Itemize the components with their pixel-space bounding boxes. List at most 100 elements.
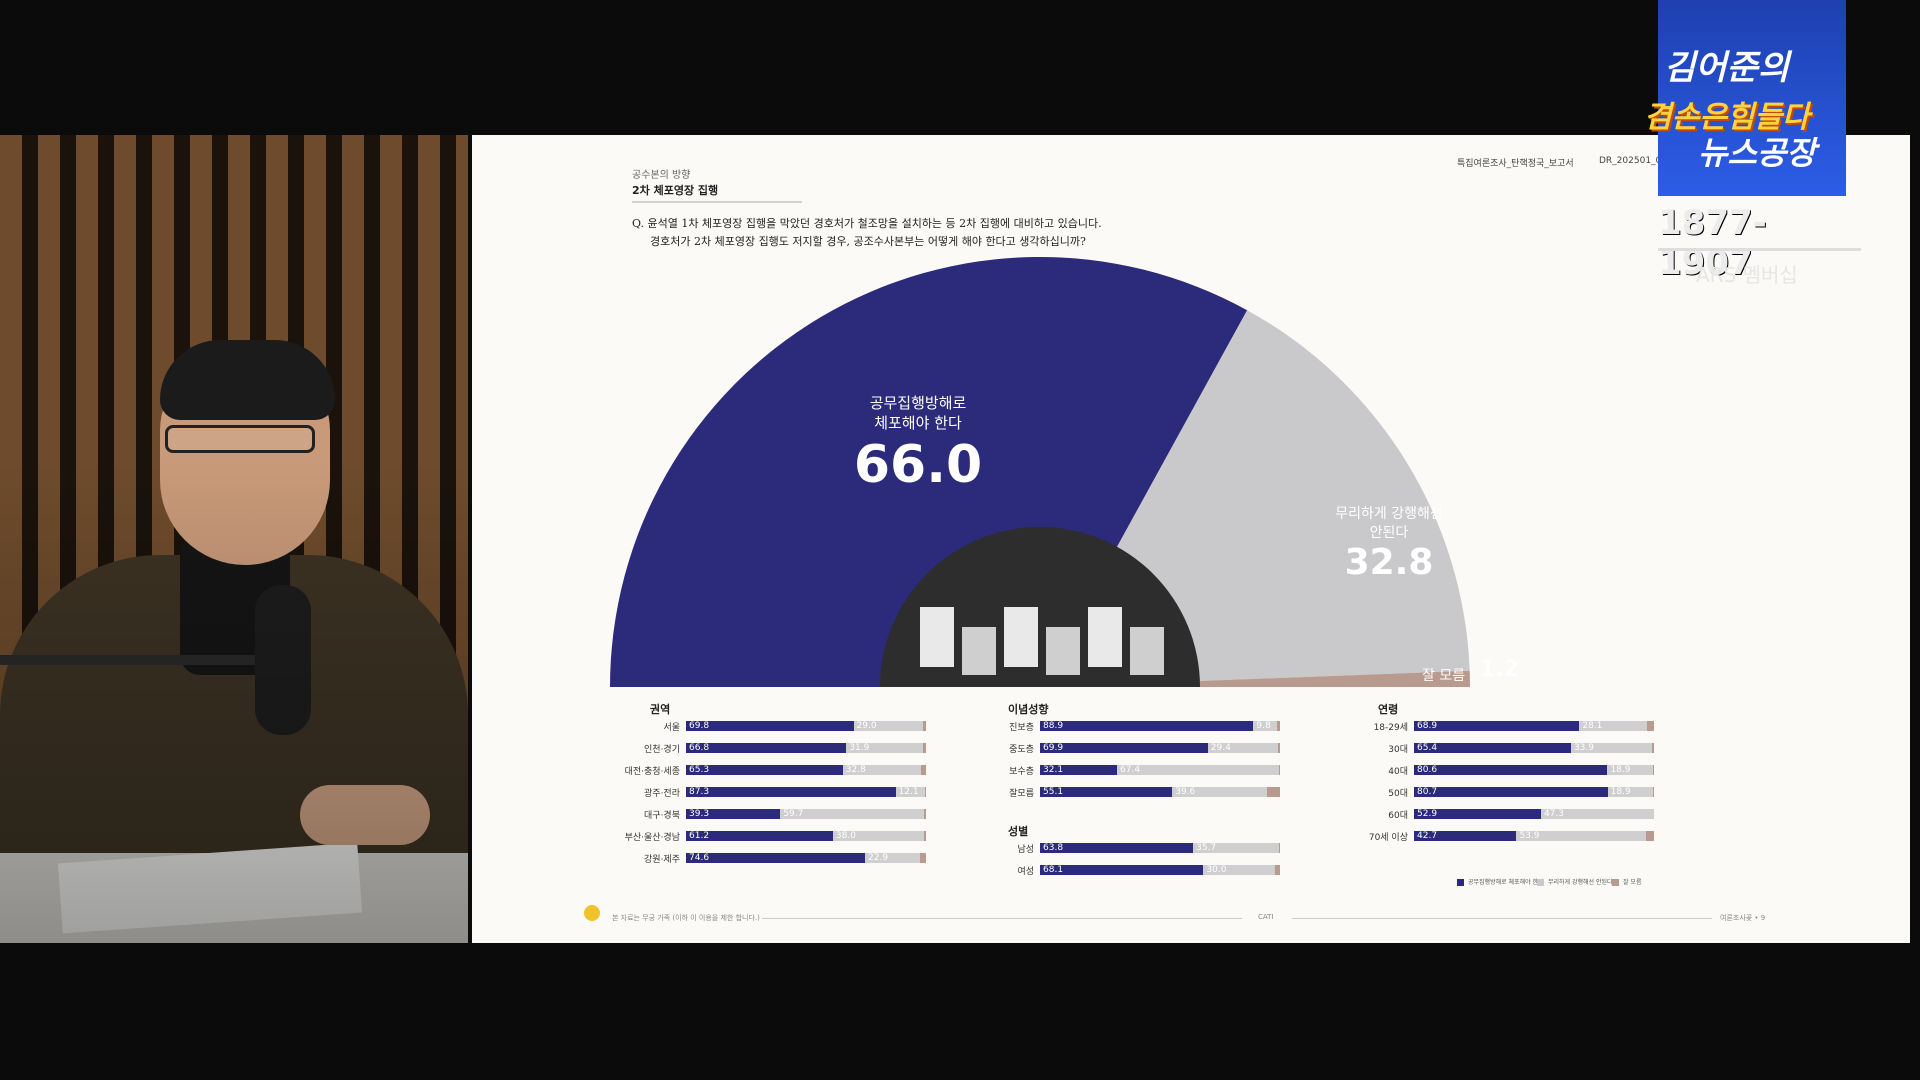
legend-text-unknown: 잘 모름 xyxy=(1623,879,1642,886)
bar-segment-arrest xyxy=(1040,865,1204,875)
bar-value-no-force: 33.9 xyxy=(1573,743,1594,753)
bar-value-no-force: 28.1 xyxy=(1582,721,1603,731)
legend-item-no-force: 무리하게 강행해선 안된다 xyxy=(1537,877,1613,886)
legend-swatch-navy xyxy=(1457,879,1464,886)
bar-track: 42.7 53.9 xyxy=(1414,831,1654,841)
years-rule xyxy=(1658,248,1861,251)
bar-segment-unknown xyxy=(921,765,926,775)
legend-text-no-force: 무리하게 강행해선 안된다 xyxy=(1548,879,1613,886)
bar-segment-arrest xyxy=(686,831,833,841)
bar-category-label: 대구·경북 xyxy=(644,811,680,821)
bar-category-label: 진보층 xyxy=(1009,723,1034,733)
flower-logo-icon xyxy=(584,905,600,921)
bar-segment-arrest xyxy=(1040,787,1173,797)
semicircle-chart xyxy=(610,257,1470,687)
bar-value-arrest: 87.3 xyxy=(689,787,710,797)
question-line-2: 경호처가 2차 체포영장 집행도 저지할 경우, 공조수사본부는 어떻게 해야 … xyxy=(650,235,1086,248)
bar-category-label: 30대 xyxy=(1388,745,1408,755)
bar-track: 52.9 47.3 xyxy=(1414,809,1654,819)
bar-value-no-force: 53.9 xyxy=(1519,831,1540,841)
bar-value-arrest: 52.9 xyxy=(1417,809,1438,819)
bar-segment-unknown xyxy=(1652,765,1654,775)
bar-category-label: 인천·경기 xyxy=(644,745,680,755)
section-heading: 이념성향 xyxy=(1008,703,1049,716)
presenter-glasses xyxy=(165,425,315,453)
bar-value-arrest: 88.9 xyxy=(1043,721,1064,731)
bar-category-label: 40대 xyxy=(1388,767,1408,777)
bar-segment-unknown xyxy=(924,787,926,797)
section-heading: 연령 xyxy=(1378,703,1399,716)
bar-segment-unknown xyxy=(1645,831,1654,841)
bar-value-no-force: 30.0 xyxy=(1206,865,1227,875)
doc-id: DR_202501_0 xyxy=(1599,156,1662,166)
presenter-hand xyxy=(300,785,430,845)
bar-value-arrest: 80.7 xyxy=(1417,787,1438,797)
bar-track: 63.8 35.7 xyxy=(1040,843,1280,853)
slice-label-no-force-line2: 안된다 xyxy=(1369,525,1409,541)
bar-segment-unknown xyxy=(1278,843,1280,853)
ars-membership-label: ARS 멤버십 xyxy=(1696,263,1798,287)
slice-label-no-force: 무리하게 강행해선 안된다 xyxy=(1322,505,1456,543)
bar-segment-arrest xyxy=(686,787,896,797)
legend-text-arrest: 공무집행방해로 체포해야 한다 xyxy=(1468,879,1544,886)
logo-line-1: 김어준의 xyxy=(1664,48,1790,88)
slice-value-unknown: 1.2 xyxy=(1480,657,1519,682)
survey-slide: 공수본의 방향 2차 체포영장 집행 특집여론조사_탄핵정국_보고서 DR_20… xyxy=(472,135,1910,943)
bar-segment-arrest xyxy=(686,765,843,775)
bar-value-no-force: 29.4 xyxy=(1210,743,1231,753)
slice-value-no-force: 32.8 xyxy=(1344,542,1434,583)
microphone-boom xyxy=(0,655,290,665)
microphone xyxy=(255,585,311,735)
footer-note: 본 자료는 무궁 가족 (이하 이 이용을 제한 합니다.) xyxy=(612,914,760,922)
bar-value-arrest: 74.6 xyxy=(689,853,710,863)
bar-track: 61.2 38.0 xyxy=(686,831,926,841)
bar-track: 68.1 30.0 xyxy=(1040,865,1280,875)
bar-track: 39.3 59.7 xyxy=(686,809,926,819)
bar-category-label: 서울 xyxy=(663,723,680,733)
bar-track: 65.3 32.8 xyxy=(686,765,926,775)
bar-segment-unknown xyxy=(923,809,926,819)
bar-value-arrest: 69.9 xyxy=(1043,743,1064,753)
legend-item-arrest: 공무집행방해로 체포해야 한다 xyxy=(1457,877,1544,886)
photo-bus xyxy=(1130,627,1164,675)
room-shade xyxy=(0,135,468,943)
slice-label-arrest-line2: 체포해야 한다 xyxy=(874,414,962,432)
photo-bus xyxy=(1088,607,1122,667)
slice-value-arrest: 66.0 xyxy=(853,435,983,495)
bar-segment-arrest xyxy=(686,743,847,753)
photo-bus xyxy=(920,607,954,667)
bar-value-no-force: 29.0 xyxy=(856,721,877,731)
bar-value-no-force: 38.0 xyxy=(835,831,856,841)
bar-category-label: 대전·충청·세종 xyxy=(624,767,680,777)
bar-value-arrest: 39.3 xyxy=(689,809,710,819)
bar-value-arrest: 80.6 xyxy=(1417,765,1438,775)
bar-segment-unknown xyxy=(1267,787,1280,797)
bar-category-label: 중도층 xyxy=(1009,745,1034,755)
title-underline xyxy=(632,201,802,203)
photo-bus xyxy=(1046,627,1080,675)
bar-value-no-force: 31.9 xyxy=(849,743,870,753)
bar-segment-unknown xyxy=(920,853,926,863)
bar-segment-arrest xyxy=(1414,721,1580,731)
bar-segment-arrest xyxy=(1040,721,1254,731)
bar-value-no-force: 9.8 xyxy=(1256,721,1271,731)
bar-value-arrest: 42.7 xyxy=(1417,831,1438,841)
question-line-1: Q. 윤석열 1차 체포영장 집행을 막았던 경호처가 철조망을 설치하는 등 … xyxy=(632,217,1102,230)
bar-category-label: 70세 이상 xyxy=(1368,833,1408,843)
bar-value-no-force: 18.9 xyxy=(1610,787,1631,797)
bar-track: 55.1 39.6 xyxy=(1040,787,1280,797)
bar-segment-unknown xyxy=(1276,721,1280,731)
legend-swatch-brown xyxy=(1612,879,1619,886)
bar-segment-arrest xyxy=(1040,743,1208,753)
footer-rule-right xyxy=(1292,918,1712,919)
footer-center: CATI xyxy=(1258,913,1274,921)
bar-segment-unknown xyxy=(1278,743,1280,753)
bar-value-arrest: 55.1 xyxy=(1043,787,1064,797)
bar-value-arrest: 69.8 xyxy=(689,721,710,731)
webcam-video xyxy=(0,135,468,943)
bar-track: 74.6 22.9 xyxy=(686,853,926,863)
legend-item-unknown: 잘 모름 xyxy=(1612,877,1641,886)
bar-segment-arrest xyxy=(1414,787,1608,797)
bar-segment-unknown xyxy=(924,831,926,841)
bar-segment-arrest xyxy=(1414,743,1571,753)
